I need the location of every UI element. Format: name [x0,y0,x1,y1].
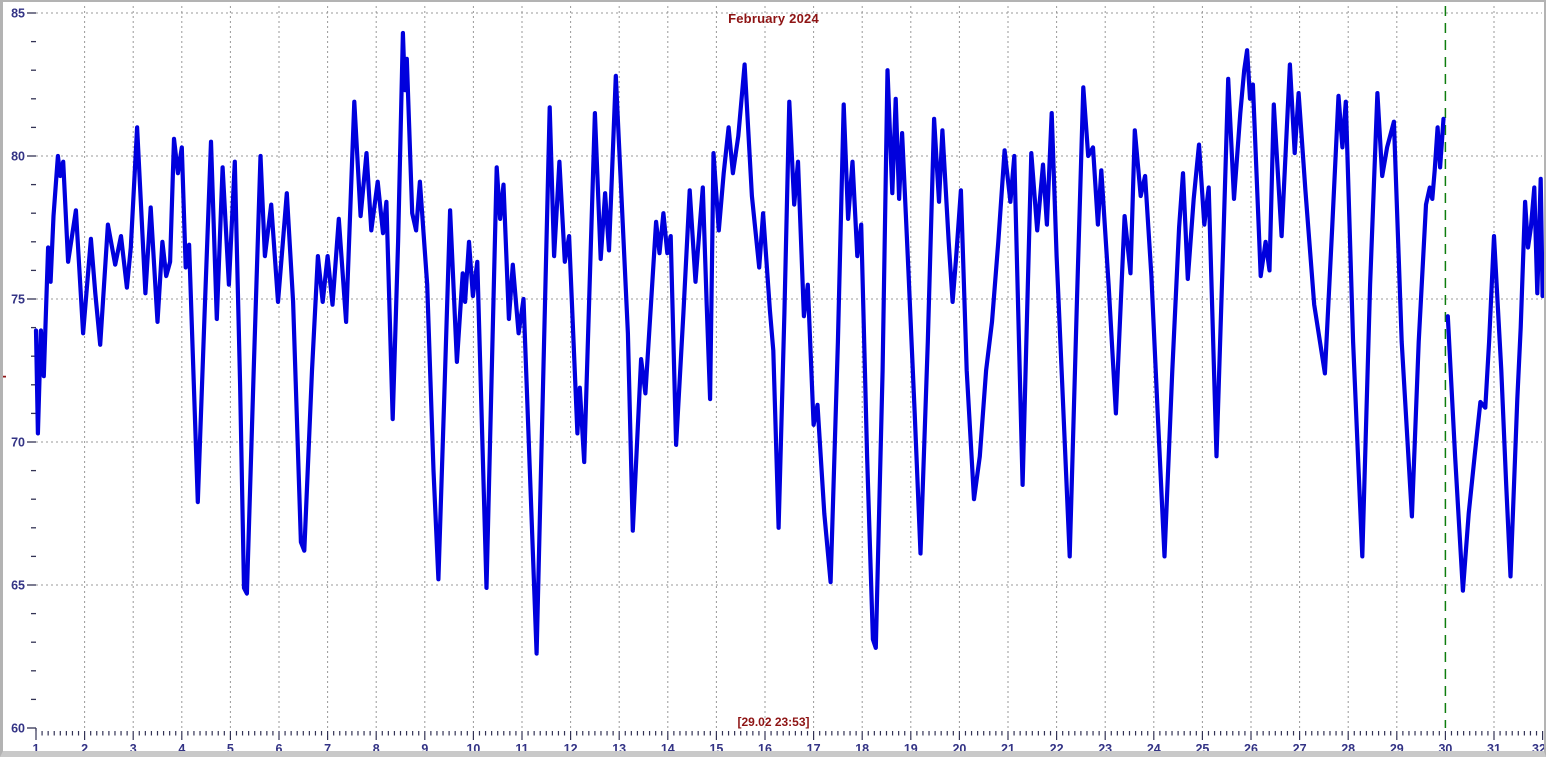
temperature-line [1445,176,1544,593]
x-tick-label: 30 [1438,742,1452,751]
x-tick-label: 32 [1532,742,1544,751]
chart-title: February 2024 [728,11,819,26]
x-tick-label: 24 [1147,742,1161,751]
x-tick-label: 12 [564,742,578,751]
x-tick-label: 29 [1390,742,1404,751]
x-tick-label: 4 [178,742,185,751]
x-tick-label: 8 [373,742,380,751]
y-tick-label: 75 [11,293,25,307]
x-tick-label: 2 [81,742,88,751]
y-axis-unit-label: °F [0,370,10,384]
x-tick-label: 23 [1098,742,1112,751]
y-tick-label: 85 [11,7,25,21]
x-tick-label: 28 [1341,742,1355,751]
x-tick-label: 21 [1001,742,1015,751]
temperature-line [33,30,1446,656]
x-tick-label: 25 [1195,742,1209,751]
x-tick-label: 13 [612,742,626,751]
y-tick-label: 80 [11,150,25,164]
x-tick-label: 26 [1244,742,1258,751]
x-tick-label: 9 [421,742,428,751]
x-tick-label: 18 [855,742,869,751]
x-tick-label: 19 [904,742,918,751]
x-tick-label: 15 [709,742,723,751]
y-tick-label: 60 [11,722,25,736]
x-tick-label: 17 [807,742,821,751]
x-tick-label: 10 [466,742,480,751]
x-tick-label: 14 [661,742,675,751]
y-tick-label: 70 [11,436,25,450]
x-tick-label: 1 [33,742,40,751]
x-tick-label: 22 [1050,742,1064,751]
x-tick-label: 16 [758,742,772,751]
x-tick-label: 11 [515,742,528,751]
x-tick-label: 20 [952,742,966,751]
x-tick-label: 6 [276,742,283,751]
x-tick-label: 7 [324,742,331,751]
x-tick-label: 27 [1293,742,1307,751]
last-reading-timestamp: [29.02 23:53] [737,715,810,729]
x-tick-label: 3 [130,742,137,751]
x-tick-label: 31 [1487,742,1501,751]
y-tick-label: 65 [11,579,25,593]
x-tick-label: 5 [227,742,234,751]
